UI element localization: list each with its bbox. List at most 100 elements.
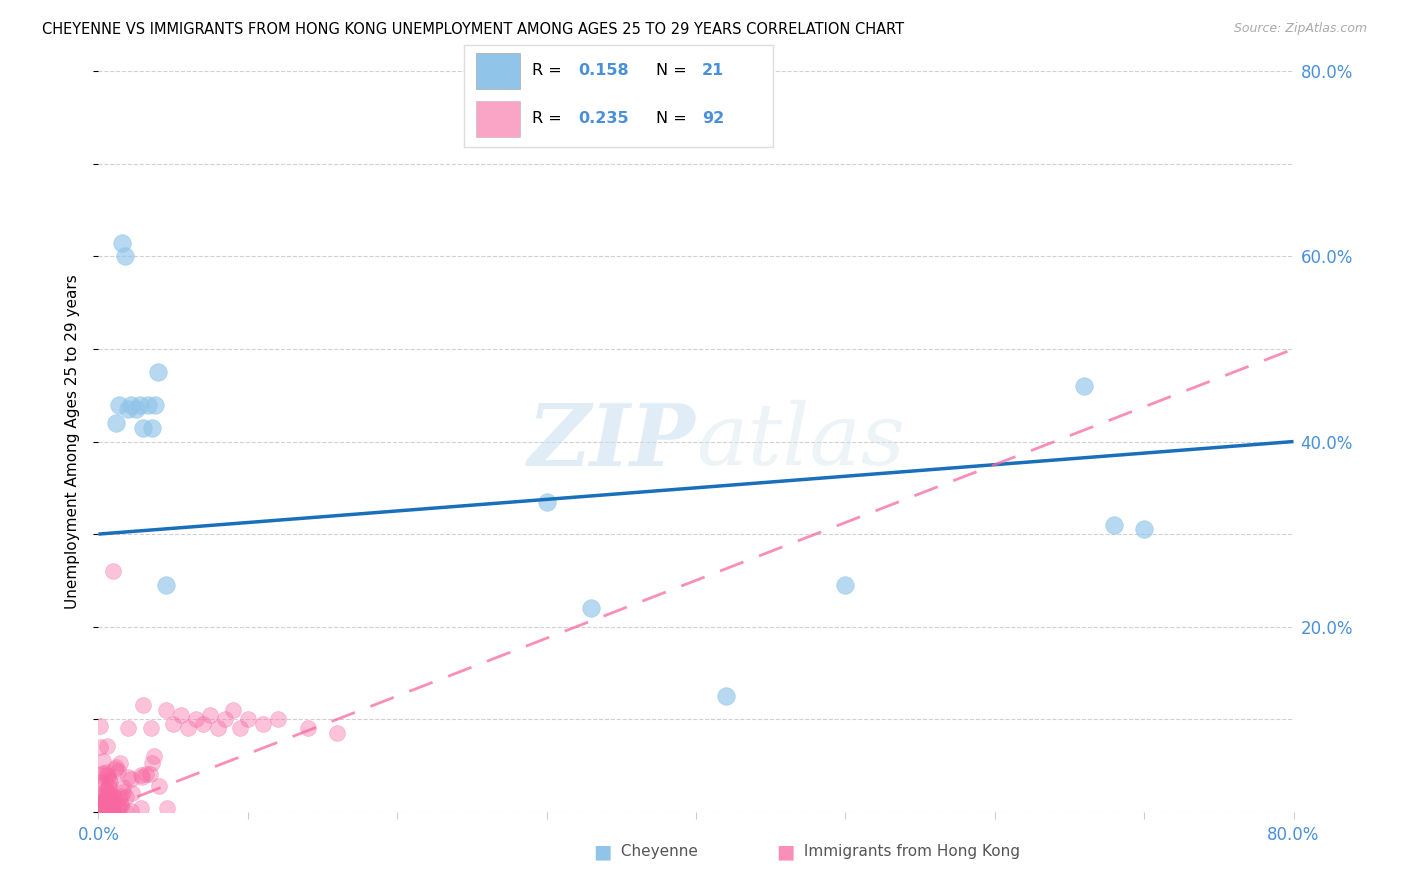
Point xyxy=(98,800,121,814)
Point xyxy=(97,769,120,783)
Point xyxy=(89,768,111,782)
Point xyxy=(131,770,153,784)
Point xyxy=(236,712,259,726)
Point xyxy=(108,756,131,771)
Text: atlas: atlas xyxy=(696,401,905,483)
Point xyxy=(139,766,162,780)
Text: R =: R = xyxy=(531,112,567,127)
Text: 0.235: 0.235 xyxy=(578,112,628,127)
Point xyxy=(91,798,114,813)
Point xyxy=(297,722,319,736)
Point xyxy=(252,716,274,731)
Point xyxy=(107,803,129,817)
Point xyxy=(98,774,121,789)
Point xyxy=(101,789,124,804)
Point xyxy=(93,790,115,805)
Point xyxy=(177,722,200,736)
Point xyxy=(120,398,142,412)
Point xyxy=(89,788,111,802)
Point xyxy=(536,494,558,508)
Point xyxy=(90,797,112,811)
Point xyxy=(110,798,132,813)
Point xyxy=(96,783,118,797)
Point xyxy=(96,783,118,797)
Point xyxy=(143,398,166,412)
Point xyxy=(96,768,118,782)
Point xyxy=(110,797,132,812)
Point xyxy=(112,780,135,794)
Text: Source: ZipAtlas.com: Source: ZipAtlas.com xyxy=(1233,22,1367,36)
Point xyxy=(110,789,132,804)
Point xyxy=(117,770,139,784)
Point xyxy=(101,795,124,809)
Point xyxy=(121,786,143,800)
Point xyxy=(107,764,129,778)
Y-axis label: Unemployment Among Ages 25 to 29 years: Unemployment Among Ages 25 to 29 years xyxy=(65,274,80,609)
Point xyxy=(98,787,121,801)
Bar xyxy=(477,101,520,137)
Point xyxy=(120,772,142,786)
Text: Cheyenne: Cheyenne xyxy=(616,845,697,859)
Point xyxy=(111,785,134,799)
Point xyxy=(135,767,157,781)
Point xyxy=(104,804,127,818)
Text: N =: N = xyxy=(655,63,692,78)
Text: N =: N = xyxy=(655,112,692,127)
Point xyxy=(103,790,125,805)
Point xyxy=(125,402,148,417)
Point xyxy=(139,722,162,736)
Point xyxy=(93,804,115,818)
Point xyxy=(267,712,290,726)
Point xyxy=(129,801,152,815)
Point xyxy=(114,804,136,818)
Point xyxy=(1133,523,1156,537)
Text: 21: 21 xyxy=(702,63,724,78)
Point xyxy=(97,800,120,814)
Text: ■: ■ xyxy=(593,842,612,862)
Point xyxy=(120,804,142,818)
Point xyxy=(91,797,114,812)
Point xyxy=(129,398,152,412)
Bar xyxy=(477,53,520,88)
Point xyxy=(100,792,122,806)
Point xyxy=(108,799,131,814)
Point xyxy=(148,365,170,379)
Point xyxy=(107,791,129,805)
Point xyxy=(89,791,111,805)
Point xyxy=(155,703,177,717)
Text: ZIP: ZIP xyxy=(529,400,696,483)
Point xyxy=(143,749,166,764)
Point xyxy=(103,762,125,776)
Point xyxy=(326,726,349,740)
Point xyxy=(103,564,125,578)
Point xyxy=(148,780,170,794)
Point xyxy=(1104,517,1126,532)
Point xyxy=(105,760,128,774)
Point xyxy=(89,739,111,754)
Point xyxy=(229,722,252,736)
Point xyxy=(714,689,737,703)
Point xyxy=(108,398,131,412)
Point xyxy=(169,707,191,722)
Point xyxy=(191,716,214,731)
Point xyxy=(96,764,118,779)
Point xyxy=(136,398,159,412)
Point xyxy=(132,420,155,434)
Point xyxy=(91,800,114,814)
Text: CHEYENNE VS IMMIGRANTS FROM HONG KONG UNEMPLOYMENT AMONG AGES 25 TO 29 YEARS COR: CHEYENNE VS IMMIGRANTS FROM HONG KONG UN… xyxy=(42,22,904,37)
Point xyxy=(207,722,229,736)
Point xyxy=(200,707,222,722)
Point xyxy=(1073,379,1095,393)
Point xyxy=(100,801,122,815)
Point xyxy=(214,712,236,726)
Point xyxy=(91,766,114,780)
Point xyxy=(100,792,122,806)
Point xyxy=(117,402,139,417)
Point xyxy=(162,716,184,731)
Point xyxy=(100,804,122,818)
Point xyxy=(100,796,122,810)
Point xyxy=(114,790,136,805)
Point xyxy=(131,768,153,782)
Point xyxy=(91,754,114,768)
Point xyxy=(98,801,121,815)
